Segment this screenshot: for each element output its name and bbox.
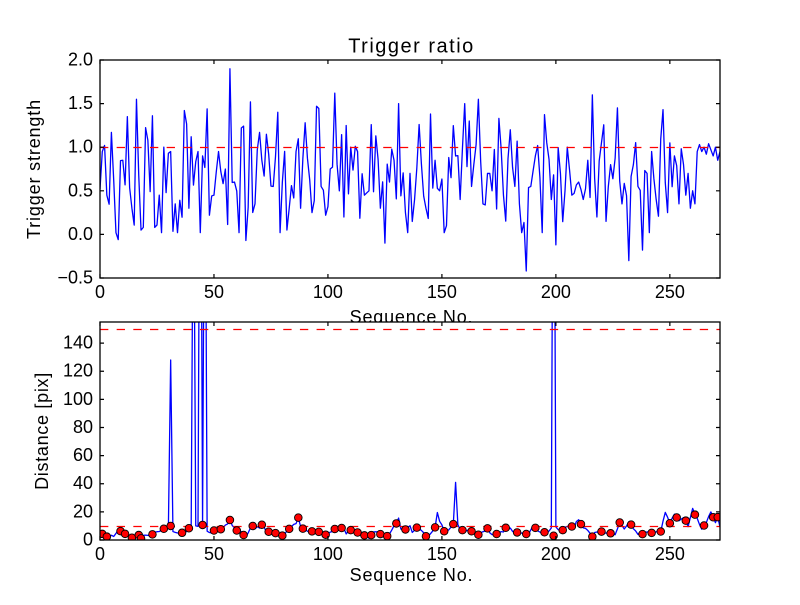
svg-text:1.0: 1.0 [68, 137, 93, 157]
svg-text:80: 80 [73, 417, 93, 437]
svg-text:2.0: 2.0 [68, 50, 93, 70]
svg-text:140: 140 [63, 333, 93, 353]
svg-text:0: 0 [95, 282, 105, 302]
svg-text:60: 60 [73, 445, 93, 465]
svg-text:100: 100 [313, 282, 343, 302]
svg-text:1.5: 1.5 [68, 93, 93, 113]
svg-text:Trigger strength: Trigger strength [24, 99, 44, 239]
svg-text:50: 50 [204, 282, 224, 302]
svg-text:20: 20 [73, 501, 93, 521]
svg-text:−0.5: −0.5 [57, 268, 93, 288]
svg-text:150: 150 [427, 544, 457, 564]
svg-text:200: 200 [541, 544, 571, 564]
svg-text:0.5: 0.5 [68, 180, 93, 200]
svg-text:150: 150 [427, 282, 457, 302]
svg-text:50: 50 [204, 544, 224, 564]
svg-text:Sequence No.: Sequence No. [350, 565, 474, 585]
svg-text:250: 250 [655, 544, 685, 564]
svg-text:0: 0 [83, 530, 93, 550]
svg-text:0: 0 [95, 544, 105, 564]
svg-text:250: 250 [655, 282, 685, 302]
svg-text:100: 100 [63, 389, 93, 409]
svg-text:40: 40 [73, 473, 93, 493]
svg-text:120: 120 [63, 361, 93, 381]
svg-text:200: 200 [541, 282, 571, 302]
svg-text:100: 100 [313, 544, 343, 564]
svg-text:Trigger ratio: Trigger ratio [348, 36, 475, 58]
svg-text:0.0: 0.0 [68, 224, 93, 244]
svg-text:Distance [pix]: Distance [pix] [32, 372, 52, 490]
